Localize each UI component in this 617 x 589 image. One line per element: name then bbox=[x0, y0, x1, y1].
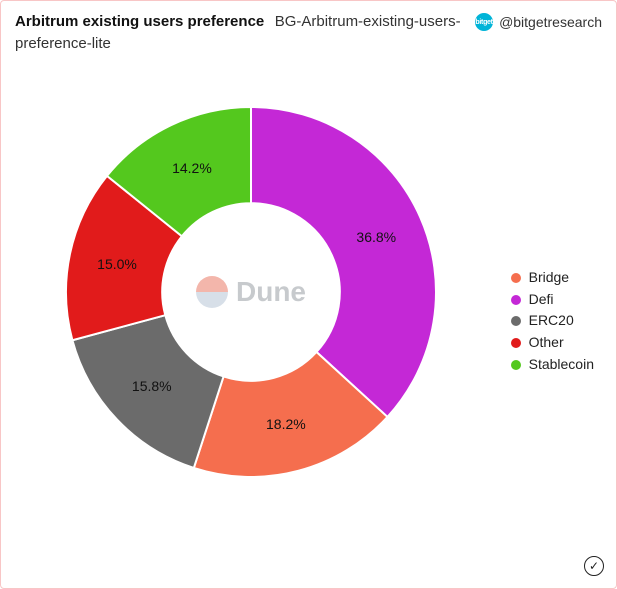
legend: BridgeDefiERC20OtherStablecoin bbox=[511, 267, 594, 375]
legend-item-other[interactable]: Other bbox=[511, 332, 594, 354]
slice-defi[interactable] bbox=[251, 107, 436, 417]
legend-label: Other bbox=[529, 332, 564, 354]
legend-label: Stablecoin bbox=[529, 354, 594, 376]
legend-swatch-icon bbox=[511, 295, 521, 305]
legend-swatch-icon bbox=[511, 360, 521, 370]
chart-area: Dune 36.8%18.2%15.8%15.0%14.2% BridgeDef… bbox=[1, 61, 616, 588]
slice-label-defi: 36.8% bbox=[356, 229, 396, 245]
legend-swatch-icon bbox=[511, 316, 521, 326]
legend-swatch-icon bbox=[511, 273, 521, 283]
legend-item-stablecoin[interactable]: Stablecoin bbox=[511, 354, 594, 376]
twitter-badge-icon: bitget bbox=[475, 13, 493, 31]
check-glyph: ✓ bbox=[589, 559, 599, 573]
title-block: Arbitrum existing users preference BG-Ar… bbox=[15, 11, 467, 54]
legend-item-bridge[interactable]: Bridge bbox=[511, 267, 594, 289]
slice-label-erc20: 15.8% bbox=[132, 378, 172, 394]
slice-label-stablecoin: 14.2% bbox=[172, 160, 212, 176]
legend-item-defi[interactable]: Defi bbox=[511, 289, 594, 311]
legend-label: Defi bbox=[529, 289, 554, 311]
legend-label: ERC20 bbox=[529, 310, 574, 332]
donut-chart: Dune 36.8%18.2%15.8%15.0%14.2% bbox=[66, 107, 436, 477]
legend-swatch-icon bbox=[511, 338, 521, 348]
slice-label-bridge: 18.2% bbox=[266, 416, 306, 432]
check-circle-icon[interactable]: ✓ bbox=[584, 556, 604, 576]
donut-svg bbox=[66, 107, 436, 477]
legend-item-erc20[interactable]: ERC20 bbox=[511, 310, 594, 332]
attribution-handle: @bitgetresearch bbox=[499, 14, 602, 30]
chart-card: Arbitrum existing users preference BG-Ar… bbox=[0, 0, 617, 589]
attribution[interactable]: bitget @bitgetresearch bbox=[475, 13, 602, 31]
title-main: Arbitrum existing users preference bbox=[15, 13, 264, 30]
slice-label-other: 15.0% bbox=[97, 256, 137, 272]
card-header: Arbitrum existing users preference BG-Ar… bbox=[15, 11, 602, 59]
legend-label: Bridge bbox=[529, 267, 569, 289]
